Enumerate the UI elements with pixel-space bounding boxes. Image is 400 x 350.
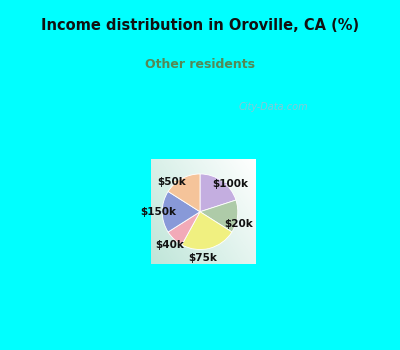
Text: $150k: $150k xyxy=(140,207,176,217)
Text: $20k: $20k xyxy=(224,216,253,229)
Wedge shape xyxy=(168,174,200,212)
Text: $100k: $100k xyxy=(212,180,248,189)
Text: $50k: $50k xyxy=(157,177,186,187)
Wedge shape xyxy=(162,191,200,232)
Wedge shape xyxy=(168,212,200,245)
Wedge shape xyxy=(200,174,236,212)
Text: Other residents: Other residents xyxy=(145,58,255,71)
Text: $40k: $40k xyxy=(155,240,184,250)
Text: City-Data.com: City-Data.com xyxy=(239,102,308,112)
Text: $75k: $75k xyxy=(189,246,218,263)
Wedge shape xyxy=(182,212,232,250)
Text: Income distribution in Oroville, CA (%): Income distribution in Oroville, CA (%) xyxy=(41,18,359,33)
Wedge shape xyxy=(200,200,238,232)
